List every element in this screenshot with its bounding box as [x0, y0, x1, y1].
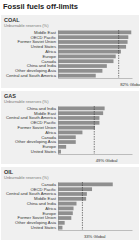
- bar: [58, 40, 128, 44]
- category-label: United States: [31, 225, 56, 230]
- bar: [58, 64, 107, 68]
- panel-subtitle: Unburnable reserves (%): [4, 175, 49, 180]
- panel-background: [1, 167, 139, 240]
- category-label: United States: [31, 149, 56, 154]
- y-tick: Central and South America: [6, 73, 58, 78]
- y-axis: China and IndiaMiddle EastCentral and So…: [6, 106, 59, 155]
- x-axis-line: [59, 154, 133, 155]
- panel: GASUnburnable reserves (%)49% GlobalChin…: [1, 91, 139, 164]
- panel: COALUnburnable reserves (%)82% GlobalMid…: [1, 15, 140, 88]
- y-axis: Middle EastOECD PacificFormer Soviet Uni…: [6, 30, 59, 79]
- x-axis: [59, 230, 133, 231]
- bar: [58, 140, 76, 144]
- panel: OILUnburnable reserves (%)33% GlobalCana…: [1, 167, 139, 240]
- bar: [58, 221, 65, 225]
- panel-background: [1, 91, 139, 164]
- bar: [58, 182, 113, 186]
- bars: [58, 30, 131, 78]
- reference-line: [118, 30, 119, 78]
- y-tick: United States: [31, 225, 58, 230]
- y-tick: United States: [31, 149, 58, 154]
- page-title: Fossil fuels off-limits: [3, 2, 78, 11]
- x-axis: [59, 154, 133, 155]
- reference-label: 33% Global: [84, 234, 106, 239]
- bar: [58, 216, 71, 220]
- panel-subtitle: Unburnable reserves (%): [4, 23, 49, 28]
- bar: [58, 59, 114, 63]
- bar: [58, 187, 92, 191]
- reference-label: 82% Global: [120, 82, 140, 87]
- bar: [58, 135, 76, 139]
- category-label: Central and South America: [6, 73, 57, 78]
- x-axis-line: [59, 78, 133, 79]
- bar: [58, 211, 73, 215]
- chart-root: Fossil fuels off-limitsCOALUnburnable re…: [0, 0, 140, 245]
- bar: [58, 131, 82, 135]
- panel-subtitle: Unburnable reserves (%): [4, 99, 49, 104]
- panel-background: [1, 15, 139, 88]
- y-axis-line: [58, 107, 59, 155]
- y-axis-line: [58, 183, 59, 231]
- bar: [58, 202, 77, 206]
- bars: [58, 182, 113, 230]
- x-axis: [59, 78, 133, 79]
- bar: [58, 55, 116, 59]
- bars: [58, 106, 105, 154]
- bar: [58, 145, 66, 149]
- reference-line: [94, 106, 95, 154]
- bar: [58, 35, 128, 39]
- bar: [58, 111, 103, 115]
- bar: [58, 69, 102, 73]
- bar: [58, 50, 121, 54]
- bar: [58, 207, 74, 211]
- bar: [58, 121, 99, 125]
- bar: [58, 126, 95, 130]
- reference-label: 49% Global: [96, 158, 118, 163]
- bar: [58, 45, 126, 49]
- bar: [58, 30, 131, 34]
- bar: [58, 106, 105, 110]
- bar: [58, 197, 86, 201]
- bar: [58, 74, 96, 78]
- x-axis-line: [59, 230, 133, 231]
- y-axis-line: [58, 31, 59, 79]
- reference-line: [82, 182, 83, 230]
- y-axis: CanadaOECD PacificCentral and South Amer…: [6, 182, 59, 231]
- bar: [58, 116, 99, 120]
